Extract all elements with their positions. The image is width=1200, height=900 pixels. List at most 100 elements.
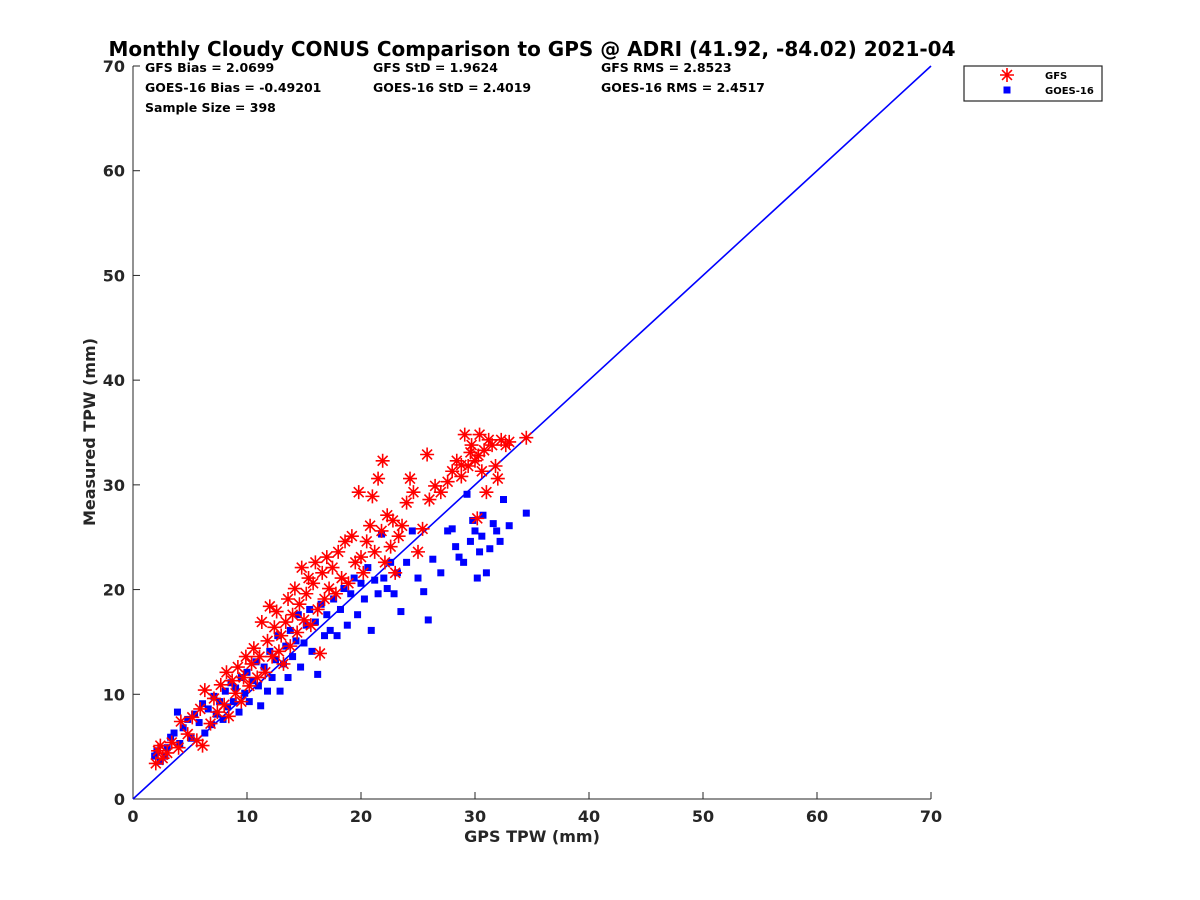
- gfs-point: [428, 478, 443, 493]
- goes16-point: [505, 522, 513, 530]
- legend-goes16-label: GOES-16: [1045, 86, 1094, 97]
- y-axis-ticks: 0 10 20 30 40 50 60 70: [103, 57, 140, 809]
- gfs-point: [151, 743, 166, 758]
- gfs-point: [463, 445, 478, 460]
- gfs-point: [265, 649, 280, 664]
- gfs-point: [341, 576, 356, 591]
- gfs-point: [250, 670, 265, 685]
- gfs-point: [160, 745, 175, 760]
- gfs-point: [230, 660, 245, 675]
- x-tick-label: 70: [920, 807, 942, 826]
- gfs-point: [479, 485, 494, 500]
- gfs-point: [470, 511, 485, 526]
- goes16-point: [317, 600, 325, 608]
- goes16-point: [500, 496, 507, 504]
- goes16-point: [266, 647, 274, 655]
- goes16-point: [473, 574, 481, 582]
- gfs-point: [276, 656, 291, 671]
- gfs-point: [278, 615, 293, 630]
- y-tick-label: 10: [103, 685, 125, 704]
- gfs-point: [488, 459, 503, 474]
- gfs-point: [328, 586, 343, 601]
- gfs-point: [344, 529, 359, 544]
- legend-goes16-square-icon: [1003, 86, 1011, 94]
- x-tick-label: 40: [578, 807, 600, 826]
- x-tick-label: 60: [806, 807, 828, 826]
- gfs-point: [445, 464, 460, 479]
- gfs-point: [433, 485, 448, 500]
- goes16-point: [336, 605, 344, 613]
- goes16-point: [260, 663, 268, 671]
- gfs-point: [367, 544, 382, 559]
- goes16-point: [333, 632, 341, 640]
- gfs-point: [306, 576, 321, 591]
- gfs-point: [287, 581, 302, 596]
- gfs-point: [457, 427, 472, 442]
- goes16-point: [489, 520, 497, 528]
- gfs-point: [312, 646, 327, 661]
- gfs-point: [193, 701, 208, 716]
- goes16-point: [219, 715, 227, 723]
- goes16-point: [284, 674, 292, 682]
- goes16-point: [420, 588, 428, 596]
- x-axis-label: GPS TPW (mm): [464, 827, 600, 846]
- gfs-point: [234, 694, 249, 709]
- gfs-point: [464, 438, 479, 453]
- y-tick-label: 50: [103, 266, 125, 285]
- goes16-point: [243, 668, 251, 676]
- gfs-point: [189, 733, 204, 748]
- legend-box: [963, 65, 1103, 102]
- goes16-point: [241, 689, 249, 697]
- goes16-point: [476, 548, 484, 556]
- y-tick-label: 0: [114, 790, 125, 809]
- gfs-point: [153, 738, 168, 753]
- goes16-point: [300, 639, 308, 647]
- gfs-point: [164, 735, 179, 750]
- gfs-point: [325, 560, 340, 575]
- gfs-point: [377, 555, 392, 570]
- goes16-point: [229, 698, 237, 706]
- goes-rms-stat: GOES-16 RMS = 2.4517: [601, 80, 765, 95]
- goes16-point: [330, 595, 338, 603]
- x-tick-label: 0: [127, 807, 138, 826]
- gfs-point: [258, 665, 273, 680]
- goes16-point: [151, 752, 159, 760]
- goes16-point: [478, 532, 486, 540]
- gfs-point: [274, 628, 289, 643]
- goes16-point: [460, 558, 468, 566]
- y-tick-label: 20: [103, 581, 125, 600]
- goes16-point: [173, 708, 181, 716]
- gfs-point: [238, 649, 253, 664]
- gfs-point: [317, 591, 332, 606]
- gfs-point: [415, 521, 430, 536]
- gfs-point: [206, 691, 221, 706]
- goes16-point: [311, 618, 319, 626]
- goes16-point: [326, 626, 334, 634]
- gfs-point: [331, 544, 346, 559]
- goes16-point: [414, 574, 422, 582]
- goes16-point: [360, 595, 368, 603]
- goes16-point: [216, 698, 224, 706]
- legend-goes16-marker-icon: [1003, 86, 1011, 94]
- x-axis-ticks: 0 10 20 30 40 50 60 70: [127, 792, 942, 826]
- gfs-point: [411, 544, 425, 559]
- gfs-point: [356, 565, 371, 580]
- goes16-point: [466, 537, 474, 545]
- goes16-point: [308, 647, 316, 655]
- gfs-point: [399, 495, 414, 510]
- gfs-point: [359, 534, 374, 549]
- gfs-point: [260, 633, 275, 648]
- gfs-point: [391, 529, 406, 544]
- gfs-point: [285, 607, 300, 622]
- gfs-point: [303, 618, 318, 633]
- gfs-point: [195, 738, 210, 753]
- gfs-point: [380, 508, 395, 523]
- gfs-point: [213, 677, 228, 692]
- gfs-point: [471, 448, 486, 463]
- gfs-point: [267, 620, 282, 635]
- gfs-point: [477, 443, 492, 458]
- gfs-point: [472, 427, 487, 442]
- goes16-point: [289, 653, 297, 661]
- gfs-point: [203, 716, 218, 731]
